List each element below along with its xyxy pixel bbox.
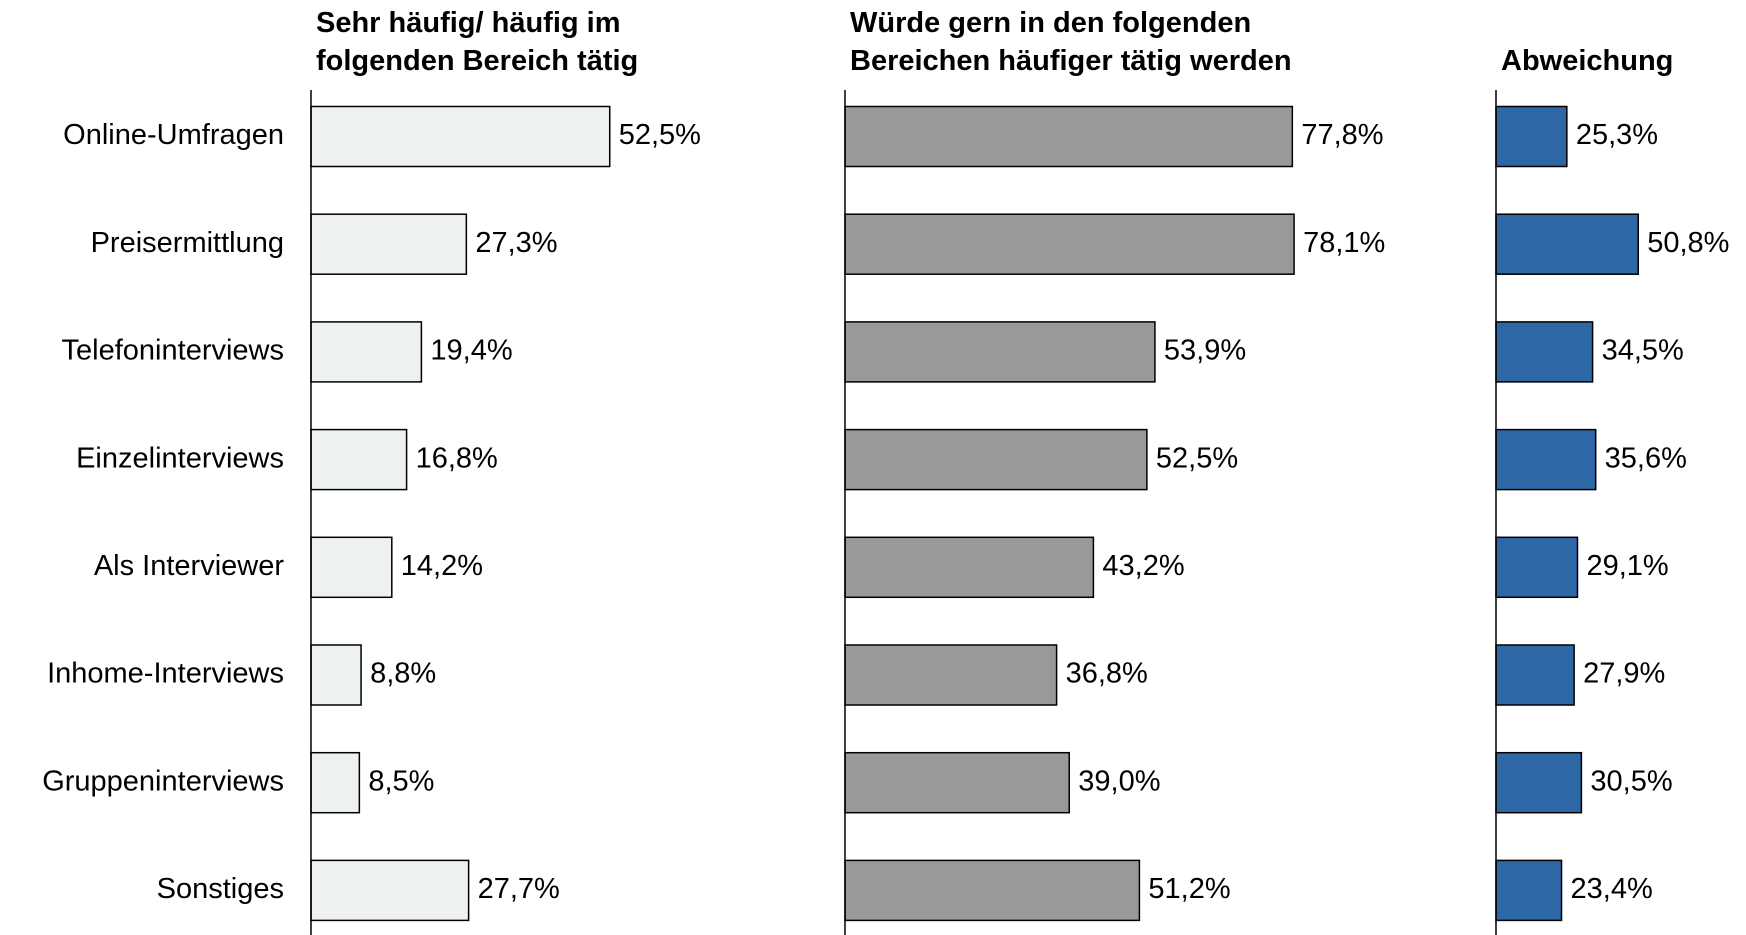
value-label: 78,1% [1303,227,1385,259]
bar [1495,321,1594,383]
value-label: 27,9% [1583,658,1665,690]
bar [1495,859,1563,922]
bar [844,321,1156,383]
value-label: 53,9% [1164,335,1246,367]
bar [1495,644,1575,706]
bar [310,321,423,383]
panel-title: Sehr häufig/ häufig im folgenden Bereich… [316,7,639,77]
value-label: 35,6% [1605,442,1687,474]
value-label: 30,5% [1590,765,1672,797]
bar [310,213,468,275]
value-label: 39,0% [1078,765,1160,797]
value-label: 14,2% [401,550,483,582]
value-label: 34,5% [1602,335,1684,367]
bar [310,536,393,599]
value-label: 27,7% [478,873,560,905]
category-label: Telefoninterviews [62,335,284,367]
bar [1495,751,1583,814]
bar [844,859,1141,922]
bar [844,105,1294,168]
bar [1495,213,1639,275]
panel-title: Abweichung [1501,45,1674,77]
value-label: 27,3% [475,227,557,259]
value-label: 52,5% [619,119,701,151]
category-label: Als Interviewer [94,550,285,582]
value-label: 8,5% [368,765,434,797]
bar [1495,536,1579,599]
category-label: Sonstiges [157,873,284,905]
bar [1495,105,1568,168]
category-label: Preisermittlung [91,227,284,259]
panel-title: Würde gern in den folgenden Bereichen hä… [850,7,1292,77]
category-label: Online-Umfragen [63,119,284,151]
bar [844,428,1148,491]
bar [844,213,1295,275]
value-label: 25,3% [1576,119,1658,151]
bar [1495,428,1597,491]
value-label: 8,8% [370,658,436,690]
bar [310,644,362,706]
value-label: 19,4% [430,335,512,367]
value-label: 51,2% [1148,873,1230,905]
value-label: 16,8% [416,442,498,474]
bar [310,859,470,922]
value-label: 36,8% [1066,658,1148,690]
bar [844,644,1058,706]
category-label: Gruppeninterviews [42,765,284,797]
value-label: 43,2% [1102,550,1184,582]
value-label: 77,8% [1301,119,1383,151]
bar [310,428,408,491]
bar [310,751,361,814]
bar [844,751,1070,814]
value-label: 29,1% [1586,550,1668,582]
value-label: 50,8% [1647,227,1729,259]
category-label: Einzelinterviews [76,442,284,474]
category-label: Inhome-Interviews [47,658,284,690]
bar [844,536,1095,599]
value-label: 52,5% [1156,442,1238,474]
bar [310,105,611,168]
value-label: 23,4% [1571,873,1653,905]
